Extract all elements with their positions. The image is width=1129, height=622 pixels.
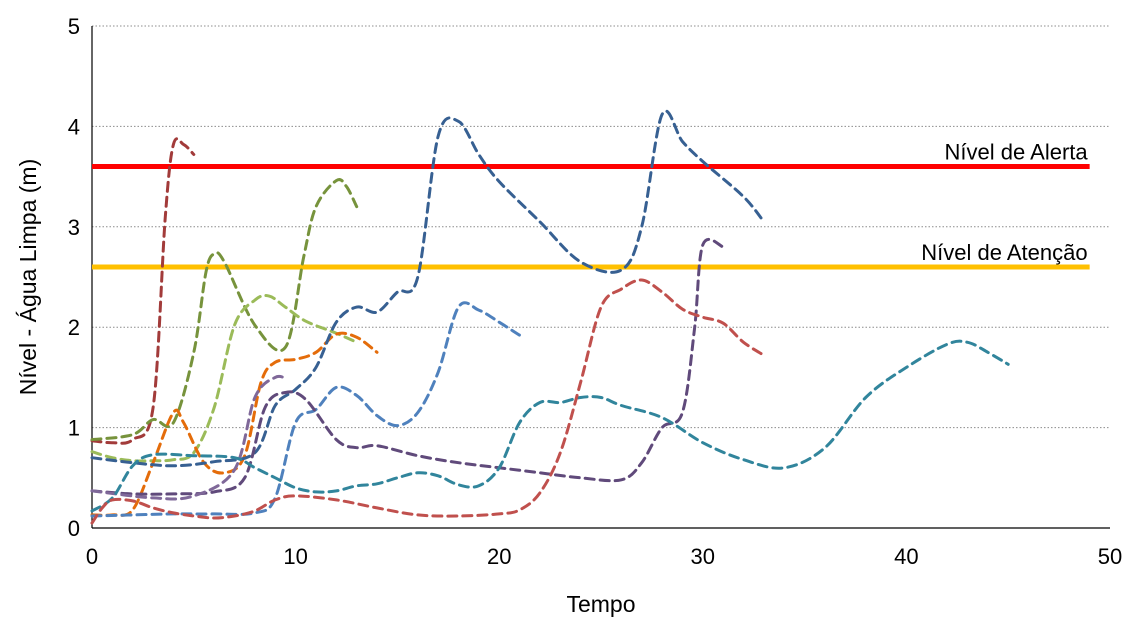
series-line-8 [90,374,289,501]
x-tick-label: 40 [894,544,918,569]
y-tick-label: 1 [68,416,80,441]
reference-lines: Nível de Alerta Nível de Atenção [92,140,1090,270]
y-axis-title: Nível - Água Limpa (m) [15,159,41,395]
series-line-7 [90,238,725,496]
x-tick-label: 30 [691,544,715,569]
y-tick-label: 2 [68,315,80,340]
reference-line-label: Nível de Atenção [921,240,1087,265]
x-tick-label: 0 [86,544,98,569]
gridlines [92,25,1110,429]
series-line-2 [90,178,359,442]
y-tick-label: 5 [68,14,80,39]
x-tick-label: 20 [487,544,511,569]
x-tick-label: 50 [1098,544,1122,569]
y-tick-label: 3 [68,215,80,240]
reference-line-label: Nível de Alerta [945,140,1089,165]
series-line-6 [90,301,522,518]
y-tick-label: 0 [68,516,80,541]
axes [91,26,1110,529]
series-line-1 [90,137,196,445]
series-line-10 [90,278,766,525]
series-line-3 [90,294,359,463]
x-tick-label: 10 [283,544,307,569]
y-tick-label: 4 [68,114,80,139]
x-axis-title: Tempo [566,591,635,617]
series-line-9 [90,339,1010,513]
data-series [90,109,1010,525]
